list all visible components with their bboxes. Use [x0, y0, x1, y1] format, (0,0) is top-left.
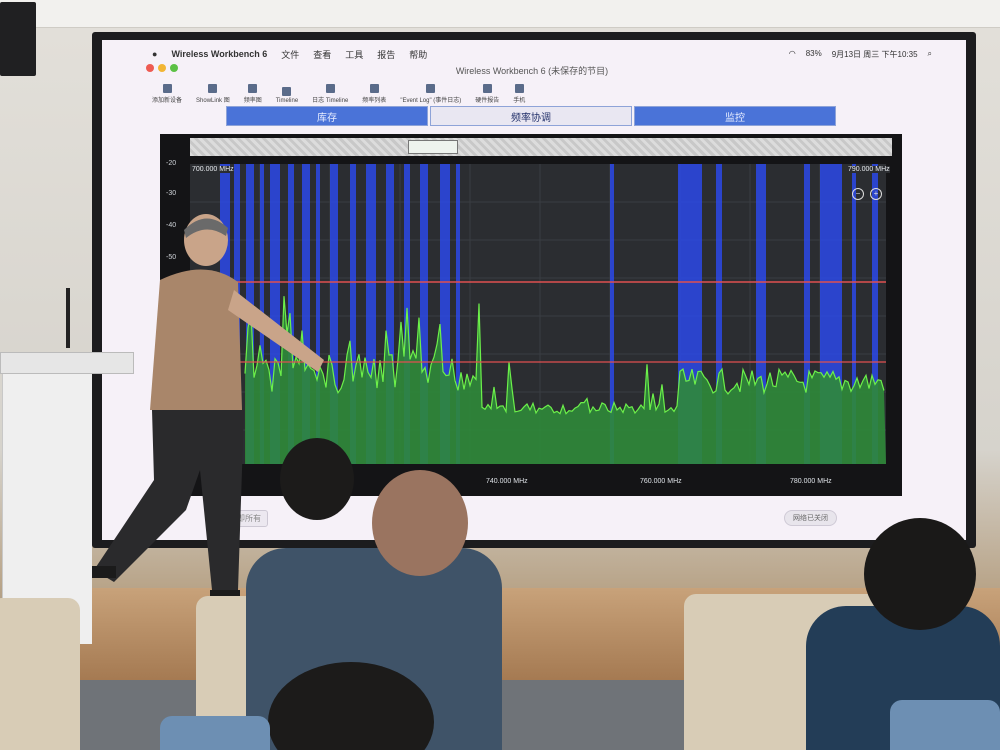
- spectrum-trace: [244, 296, 885, 415]
- wifi-icon[interactable]: ◠: [788, 48, 796, 58]
- audience-seat: [890, 700, 1000, 750]
- menu-app-name[interactable]: Wireless Workbench 6: [171, 49, 268, 59]
- frequency-list-icon: [369, 84, 379, 93]
- podium-top: [0, 352, 134, 374]
- timeline-icon: [282, 87, 292, 96]
- mobile-icon: [514, 84, 524, 93]
- zoom-out-icon[interactable]: −: [852, 188, 864, 200]
- showlink-icon: [208, 84, 218, 93]
- y-axis: -20 -30 -40 -50: [160, 160, 188, 464]
- x-tick: 740.000 MHz: [486, 478, 528, 485]
- y-tick: -40: [166, 222, 177, 229]
- audience-seat: [0, 598, 80, 750]
- range-end-label: 790.000 MHz: [848, 166, 890, 173]
- channel-band: [716, 164, 722, 464]
- close-icon[interactable]: [146, 64, 154, 72]
- channel-band: [456, 164, 460, 464]
- x-tick: 760.000 MHz: [640, 478, 682, 485]
- network-status-badge: 网络已关闭: [784, 510, 837, 526]
- search-icon[interactable]: ⌕: [927, 48, 932, 58]
- toolbar-label: Timeline: [275, 98, 299, 104]
- toolbar-label: 频率图: [243, 98, 262, 104]
- overview-scrollbar[interactable]: [190, 138, 892, 156]
- channel-band: [270, 164, 280, 464]
- clock[interactable]: 9月13日 周三 下午10:35: [831, 49, 918, 59]
- wall-speaker: [0, 2, 36, 76]
- toolbar-event-log[interactable]: "Event Log" (事件日志): [400, 84, 461, 104]
- channel-band: [440, 164, 450, 464]
- toolbar-hardware-report[interactable]: 硬件报告: [475, 84, 499, 104]
- menu-help[interactable]: 帮助: [409, 49, 428, 60]
- toolbar-mobile[interactable]: 手机: [513, 84, 525, 104]
- y-tick: -30: [166, 190, 177, 197]
- toolbar-label: 添加新设备: [152, 98, 183, 104]
- toolbar-label: 日志 Timeline: [312, 98, 349, 104]
- status-area: ◠ 83% 9月13日 周三 下午10:35 ⌕: [789, 49, 932, 60]
- x-tick: 780.000 MHz: [790, 478, 832, 485]
- channel-band: [756, 164, 766, 464]
- toolbar-label: 硬件报告: [475, 98, 500, 104]
- toolbar-label: ShowLink 图: [196, 98, 230, 104]
- overview-window[interactable]: [408, 140, 458, 154]
- channel-band: [420, 164, 428, 464]
- tab-monitor[interactable]: 监控: [634, 106, 836, 126]
- menu-file[interactable]: 文件: [281, 49, 300, 60]
- channel-band: [386, 164, 394, 464]
- menu-view[interactable]: 查看: [313, 49, 332, 60]
- y-tick: -50: [166, 254, 177, 261]
- log-timeline-icon: [325, 84, 335, 93]
- battery-level[interactable]: 83%: [805, 48, 822, 58]
- tab-inventory[interactable]: 库存: [226, 106, 428, 126]
- channel-band: [610, 164, 614, 464]
- toolbar-frequency-plot[interactable]: 频率图: [244, 84, 262, 104]
- menu-report[interactable]: 报告: [377, 49, 396, 60]
- channel-band: [350, 164, 356, 464]
- channel-band: [288, 164, 294, 464]
- menu-bar: ● Wireless Workbench 6 文件 查看 工具 报告 帮助 ◠ …: [152, 46, 932, 62]
- channel-band: [804, 164, 810, 464]
- channel-band: [302, 164, 310, 464]
- audience-head: [268, 662, 434, 750]
- y-tick: -20: [166, 160, 177, 167]
- audience-head: [280, 438, 354, 520]
- ceiling: [0, 0, 1000, 28]
- menu-tools[interactable]: 工具: [345, 49, 364, 60]
- channel-band: [872, 164, 878, 464]
- channel-band: [366, 164, 376, 464]
- toolbar-label: 频率列表: [362, 98, 387, 104]
- audience-head: [372, 470, 468, 576]
- rf-plot-panel: -20 -30 -40 -50 700.000 MHz 790.000 MHz …: [160, 134, 902, 496]
- main-tabs: 库存 频率协调 监控: [226, 106, 836, 126]
- zoom-window-icon[interactable]: [170, 64, 178, 72]
- display-screen: ● Wireless Workbench 6 文件 查看 工具 报告 帮助 ◠ …: [102, 40, 966, 540]
- toolbar-add-device[interactable]: 添加新设备: [152, 84, 182, 104]
- add-device-icon: [162, 84, 172, 93]
- apple-icon[interactable]: ●: [152, 49, 158, 59]
- audience-seat: [160, 716, 270, 750]
- frequency-plot-icon: [248, 84, 258, 93]
- tab-frequency-coordination[interactable]: 频率协调: [430, 106, 632, 126]
- warning-icon: [482, 84, 492, 93]
- window-controls: [146, 64, 178, 72]
- event-log-icon: [426, 84, 436, 93]
- toolbar-log-timeline[interactable]: 日志 Timeline: [312, 84, 348, 104]
- toolbar-showlink[interactable]: ShowLink 图: [196, 84, 230, 104]
- toolbar-label: 手机: [513, 98, 526, 104]
- zoom-in-icon[interactable]: +: [870, 188, 882, 200]
- toolbar-label: "Event Log" (事件日志): [400, 98, 462, 104]
- toolbar-timeline[interactable]: Timeline: [276, 87, 298, 104]
- audience-head: [864, 518, 976, 630]
- toolbar: 添加新设备 ShowLink 图 频率图 Timeline 日志 Timelin…: [142, 78, 922, 104]
- microphone-stand: [66, 288, 70, 348]
- range-start-label: 700.000 MHz: [192, 166, 234, 173]
- minimize-icon[interactable]: [158, 64, 166, 72]
- channel-band: [852, 164, 856, 464]
- toolbar-frequency-list[interactable]: 频率列表: [362, 84, 386, 104]
- channel-band: [330, 164, 338, 464]
- channel-band: [316, 164, 320, 464]
- rf-spectrum-plot[interactable]: [190, 164, 886, 464]
- window-title: Wireless Workbench 6 (未保存的节目): [455, 66, 609, 76]
